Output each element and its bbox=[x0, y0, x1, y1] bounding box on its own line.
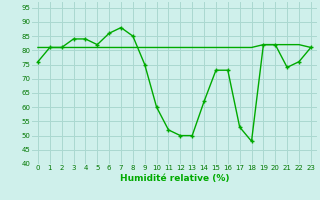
X-axis label: Humidité relative (%): Humidité relative (%) bbox=[120, 174, 229, 183]
